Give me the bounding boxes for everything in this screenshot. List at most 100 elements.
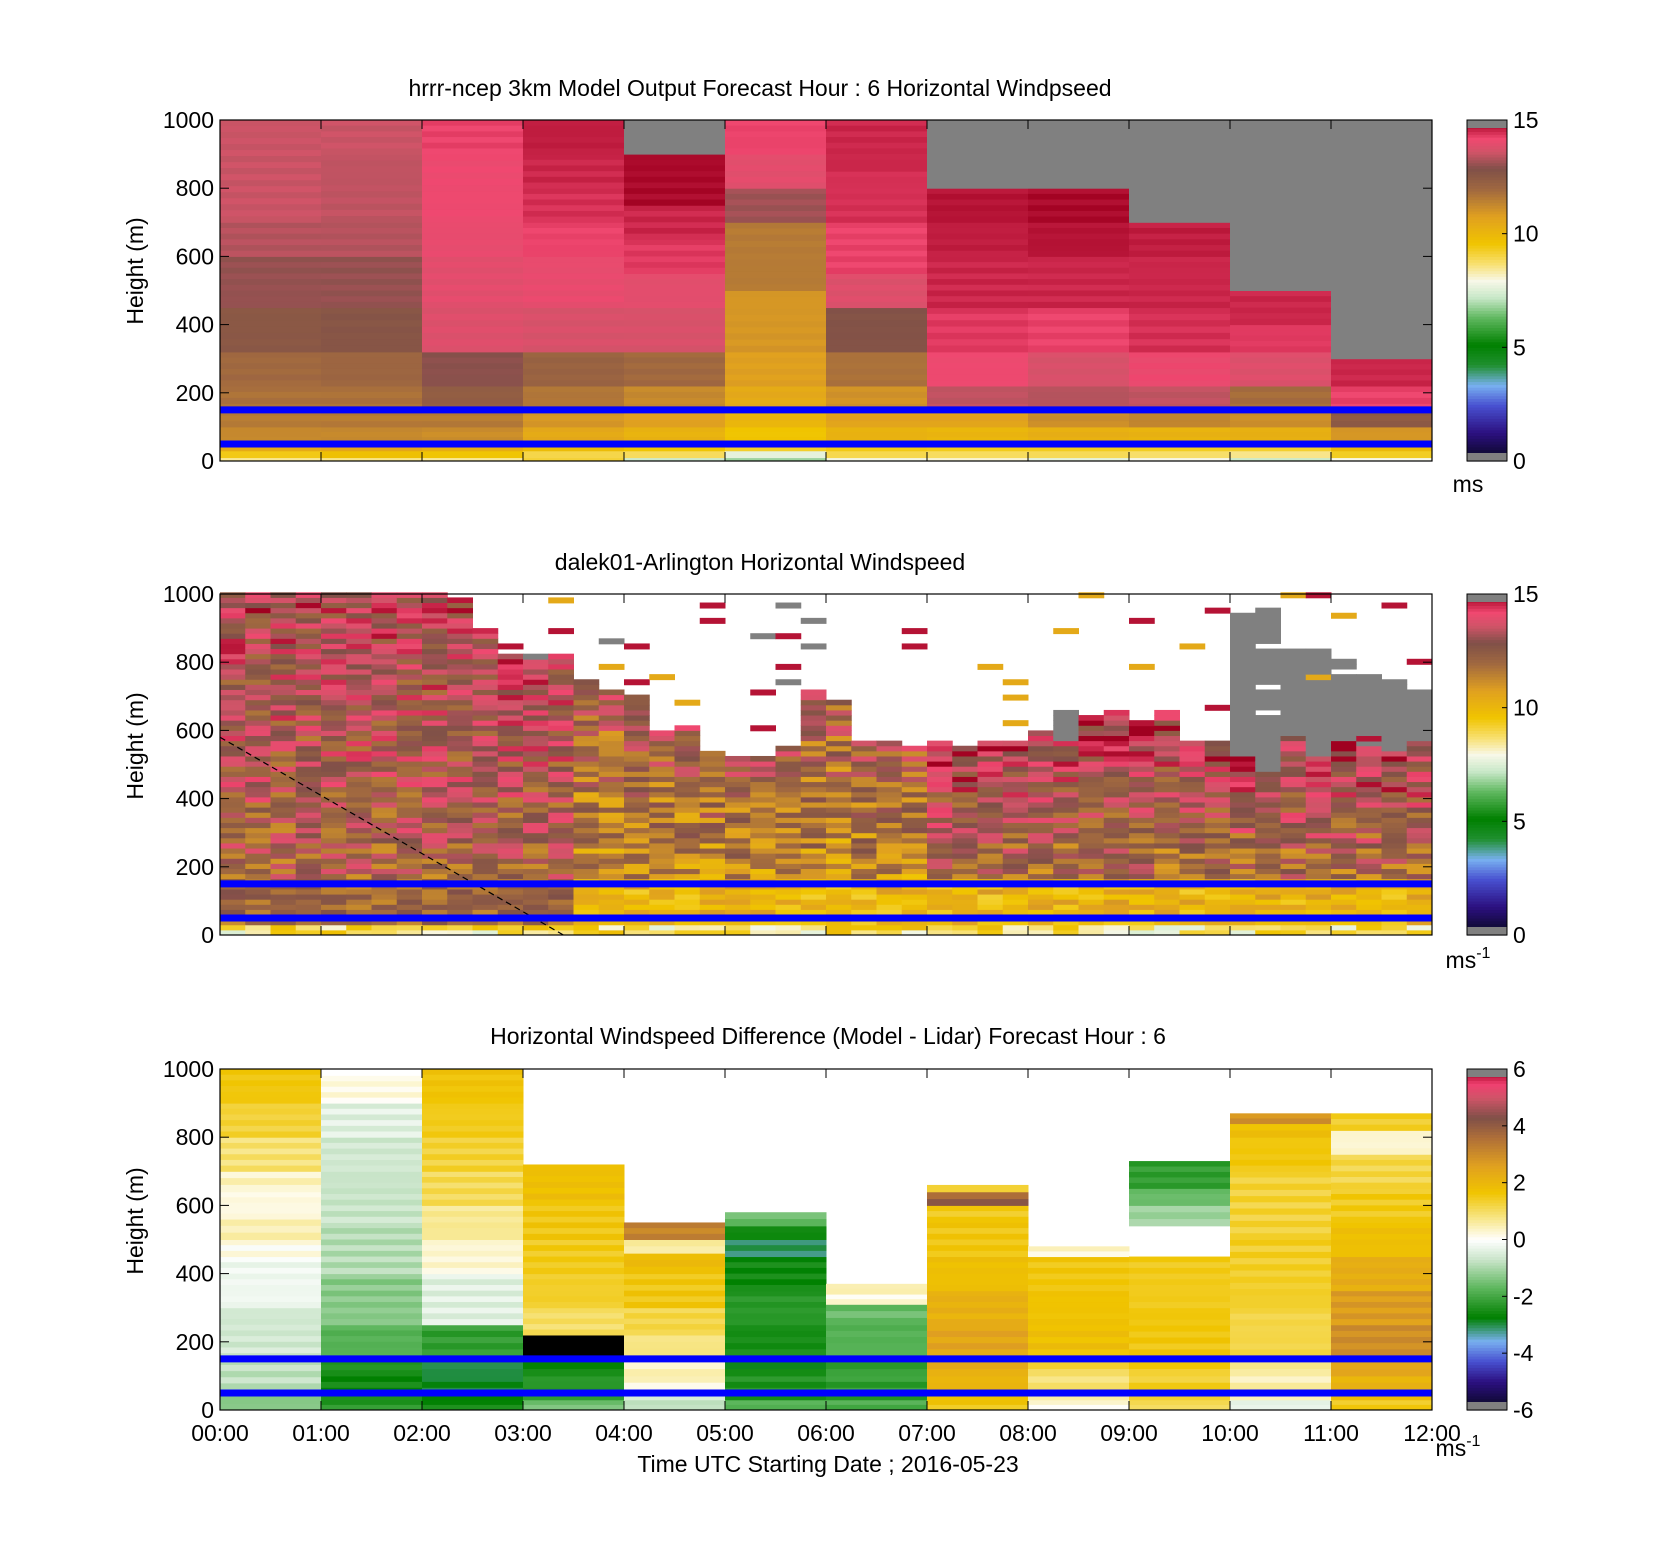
heatmap-cell [750, 771, 776, 777]
heatmap-cell [750, 868, 776, 875]
colorbar-tick-label: -4 [1513, 1340, 1534, 1366]
heatmap-cell [1103, 817, 1130, 823]
heatmap-cell [396, 781, 423, 788]
heatmap-cell [220, 658, 246, 665]
heatmap-cell [321, 307, 423, 315]
heatmap-cell [598, 694, 625, 701]
heatmap-cell [1331, 1375, 1433, 1384]
heatmap-cell [523, 1313, 625, 1320]
colorbar-swatch [1467, 1310, 1507, 1314]
heatmap-cell [699, 853, 726, 859]
heatmap-cell [624, 904, 650, 910]
heatmap-cell [1179, 894, 1206, 900]
heatmap-cell [447, 628, 473, 634]
heatmap-cell-nodata [1406, 715, 1433, 721]
heatmap-cell [775, 888, 802, 895]
heatmap-cell [422, 1114, 524, 1121]
heatmap-cell [346, 607, 372, 614]
heatmap-cell [1230, 1165, 1332, 1172]
heatmap-cell [245, 638, 271, 644]
heatmap-cell [1204, 776, 1231, 783]
heatmap-cell [321, 301, 423, 309]
heatmap-cell [321, 781, 347, 788]
heatmap-cell [472, 669, 499, 675]
heatmap-cell [624, 256, 726, 263]
heatmap-cell [472, 663, 499, 670]
heatmap-cell [876, 822, 903, 829]
heatmap-cell [775, 807, 802, 813]
heatmap-cell [800, 766, 827, 772]
heatmap-cell [523, 368, 625, 376]
heatmap-cell [952, 791, 978, 798]
heatmap-cell [472, 781, 499, 788]
heatmap-cell [523, 674, 549, 680]
heatmap-cell [523, 320, 625, 328]
heatmap-cell [1406, 899, 1433, 905]
heatmap-cell [422, 172, 524, 180]
heatmap-cell [1280, 796, 1307, 803]
heatmap-cell [321, 858, 347, 864]
colorbar-swatch [1467, 347, 1507, 351]
heatmap-cell [270, 919, 297, 926]
heatmap-cell [371, 612, 398, 619]
heatmap-cell [1381, 771, 1408, 777]
colorbar-swatch [1467, 418, 1507, 422]
heatmap-cell [1028, 1382, 1130, 1391]
heatmap-cell [1381, 791, 1408, 798]
heatmap-cell [422, 822, 448, 829]
heatmap-cell [826, 1362, 928, 1370]
heatmap-cell [775, 858, 802, 864]
heatmap-cell [1331, 796, 1357, 803]
heatmap-cell [725, 432, 827, 438]
heatmap-cell [548, 904, 574, 910]
heatmap-cell [826, 385, 928, 393]
heatmap-cell [270, 622, 297, 629]
heatmap-cell [1331, 1119, 1433, 1126]
colorbar-swatch [1467, 679, 1507, 683]
heatmap-cell [220, 771, 246, 777]
heatmap-cell [927, 1382, 1029, 1391]
heatmap-cell [321, 1165, 423, 1172]
heatmap-cell [422, 1337, 524, 1344]
colorbar-swatch [1467, 1171, 1507, 1175]
heatmap-cell [800, 873, 827, 880]
y-tick-label: 800 [176, 649, 214, 675]
heatmap-cell [624, 868, 650, 875]
heatmap-cell [1053, 807, 1079, 813]
colorbar-swatch [1467, 798, 1507, 803]
heatmap-cell [523, 873, 549, 880]
heatmap-cell [220, 648, 246, 655]
colorbar-swatch [1467, 398, 1507, 402]
heatmap-cell [422, 457, 524, 462]
heatmap-cell [1179, 750, 1206, 757]
heatmap-cell [497, 735, 524, 742]
heatmap-cell [1406, 755, 1433, 762]
heatmap-cell [472, 817, 499, 823]
heatmap-cell [1154, 904, 1180, 910]
heatmap-cell [422, 1369, 524, 1377]
heatmap-cell [1230, 318, 1332, 326]
heatmap-cell [1305, 807, 1332, 813]
heatmap-cell [1053, 899, 1079, 905]
colorbar-swatch [1467, 1321, 1507, 1326]
x-tick-label: 02:00 [393, 1420, 451, 1446]
heatmap-cell [422, 1319, 524, 1326]
heatmap-cell [422, 929, 448, 936]
heatmap-cell [624, 1307, 726, 1314]
heatmap-cell-nodata [1255, 663, 1281, 670]
heatmap-cell [1255, 929, 1281, 936]
heatmap-cell [1053, 791, 1079, 798]
heatmap-cell [523, 171, 625, 178]
heatmap-cell [1028, 351, 1130, 359]
heatmap-cell [674, 796, 701, 803]
heatmap-cell [826, 250, 928, 257]
heatmap-cell [1154, 807, 1180, 813]
heatmap-cell [1053, 904, 1079, 910]
heatmap-cell [624, 1382, 726, 1391]
heatmap-cell [1129, 180, 1231, 187]
heatmap-cell [1028, 426, 1130, 433]
heatmap-cell [220, 138, 322, 145]
heatmap-cell [1078, 894, 1105, 900]
heatmap-cell [1406, 750, 1433, 757]
heatmap-cell [927, 853, 953, 859]
